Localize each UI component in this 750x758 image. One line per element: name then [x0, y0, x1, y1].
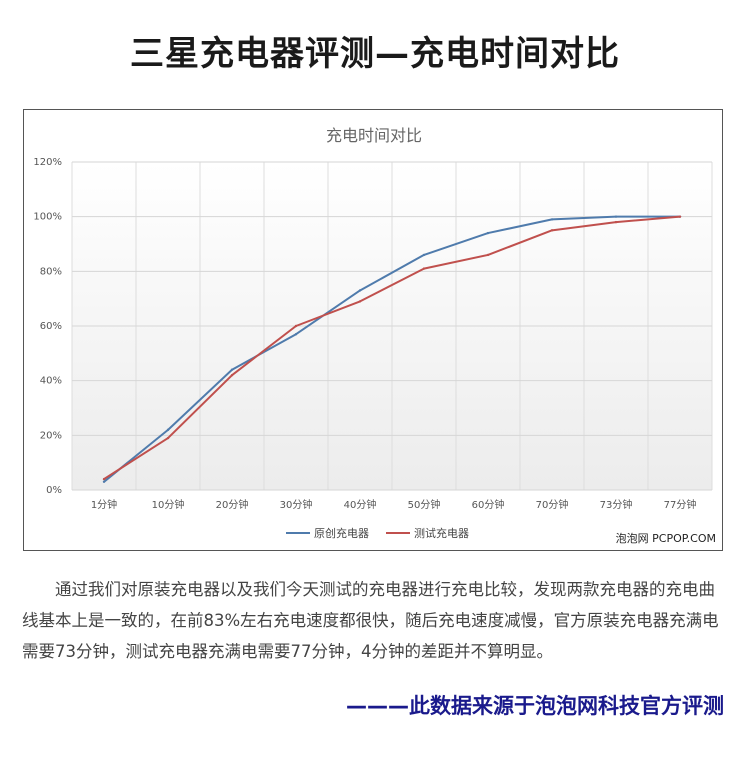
- x-tick-label: 40分钟: [344, 498, 377, 511]
- y-tick-label: 100%: [33, 212, 62, 223]
- series-line-2: [103, 215, 681, 480]
- legend-label: 原创充电器: [314, 526, 369, 540]
- x-tick-label: 73分钟: [600, 498, 633, 511]
- x-tick-label: 10分钟: [152, 498, 185, 511]
- data-point: [294, 324, 298, 328]
- y-tick-label: 0%: [46, 485, 62, 496]
- data-point: [614, 215, 618, 218]
- data-point: [166, 436, 170, 440]
- data-point: [358, 289, 362, 292]
- x-tick-label: 1分钟: [91, 498, 117, 511]
- data-point: [230, 368, 234, 371]
- data-point: [166, 428, 170, 432]
- line-chart: 充电时间对比 0% 20% 40% 60% 80% 100% 120% 1分钟 10分钟 20分钟…: [33, 126, 713, 540]
- page-title: 三星充电器评测—充电时间对比: [130, 34, 620, 74]
- x-tick-label: 20分钟: [216, 498, 249, 511]
- data-point: [422, 267, 426, 270]
- data-point: [102, 480, 106, 483]
- x-tick-label: 70分钟: [536, 498, 569, 511]
- data-point: [486, 231, 490, 235]
- watermark: 泡泡网 PCPOP.COM: [615, 532, 716, 545]
- x-tick-label: 30分钟: [280, 498, 313, 511]
- series-line-1: [103, 215, 680, 483]
- x-tick-label: 77分钟: [664, 498, 697, 511]
- legend-label: 测试充电器: [414, 526, 469, 540]
- chart-title: 充电时间对比: [326, 126, 422, 145]
- y-tick-label: 60%: [40, 321, 62, 332]
- x-tick-label: 50分钟: [408, 498, 441, 511]
- y-tick-label: 40%: [40, 376, 62, 387]
- data-point: [422, 253, 426, 257]
- y-tick-label: 80%: [40, 266, 62, 277]
- data-point: [550, 218, 554, 221]
- data-point: [230, 374, 234, 377]
- data-point: [486, 253, 490, 257]
- x-tick-label: 60分钟: [472, 498, 505, 511]
- data-point: [550, 229, 554, 232]
- description-paragraph: 通过我们对原装充电器以及我们今天测试的充电器进行充电比较，发现两款充电器的充电曲…: [22, 580, 719, 661]
- data-point: [678, 215, 682, 218]
- data-point: [358, 300, 362, 303]
- y-tick-label: 20%: [40, 430, 62, 441]
- data-point: [614, 220, 618, 224]
- chart-frame: 充电时间对比 0% 20% 40% 60% 80% 100% 120% 1分钟 10分钟 20分钟…: [23, 109, 723, 551]
- data-point: [102, 477, 106, 481]
- source-note: ———此数据来源于泡泡网科技官方评测: [346, 694, 724, 718]
- data-point: [294, 333, 298, 336]
- y-tick-label: 120%: [33, 157, 62, 168]
